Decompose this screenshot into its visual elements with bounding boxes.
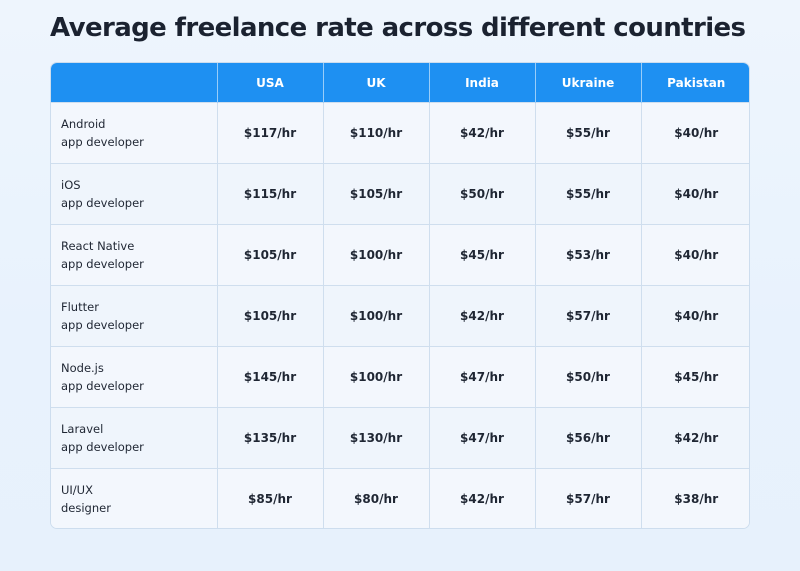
rate-cell-india: $42/hr <box>429 102 536 164</box>
role-name: UI/UX <box>61 483 93 497</box>
table-row: iOS app developer $115/hr $105/hr $50/hr $55/… <box>51 163 749 225</box>
role-type: app developer <box>61 318 144 332</box>
rate-cell-usa: $145/hr <box>217 346 324 408</box>
rate-cell-india: $42/hr <box>429 468 536 528</box>
role-type: designer <box>61 501 111 515</box>
role-type: app developer <box>61 379 144 393</box>
role-type: app developer <box>61 257 144 271</box>
role-cell: Android app developer <box>51 102 218 164</box>
header-row: USA UK India Ukraine Pakistan <box>51 63 749 103</box>
role-cell: Laravel app developer <box>51 407 218 469</box>
rate-cell-pakistan: $38/hr <box>641 468 749 528</box>
rate-cell-uk: $110/hr <box>323 102 430 164</box>
rate-cell-uk: $105/hr <box>323 163 430 225</box>
table-row: React Native app developer $105/hr $100/hr $… <box>51 224 749 286</box>
rate-cell-pakistan: $40/hr <box>641 224 749 286</box>
table-row: Laravel app developer $135/hr $130/hr $47/hr… <box>51 407 749 469</box>
role-name: iOS <box>61 178 81 192</box>
rate-cell-uk: $100/hr <box>323 224 430 286</box>
rate-cell-usa: $115/hr <box>217 163 324 225</box>
role-name: Flutter <box>61 300 99 314</box>
role-type: app developer <box>61 196 144 210</box>
role-cell: Flutter app developer <box>51 285 218 347</box>
rate-cell-india: $45/hr <box>429 224 536 286</box>
rate-cell-usa: $105/hr <box>217 224 324 286</box>
rate-cell-ukraine: $50/hr <box>535 346 642 408</box>
rate-cell-ukraine: $55/hr <box>535 102 642 164</box>
role-cell: React Native app developer <box>51 224 218 286</box>
rate-cell-india: $47/hr <box>429 407 536 469</box>
role-name: Android <box>61 117 106 131</box>
rate-cell-india: $47/hr <box>429 346 536 408</box>
rate-cell-ukraine: $57/hr <box>535 468 642 528</box>
header-cell-ukraine: Ukraine <box>535 63 642 103</box>
rate-cell-india: $50/hr <box>429 163 536 225</box>
header-cell-india: India <box>429 63 536 103</box>
role-name: React Native <box>61 239 135 253</box>
table-body: Android app developer $117/hr $110/hr $42/hr… <box>51 102 749 528</box>
role-type: app developer <box>61 135 144 149</box>
rate-cell-uk: $100/hr <box>323 346 430 408</box>
table-row: Node.js app developer $145/hr $100/hr $47/hr… <box>51 346 749 408</box>
rate-cell-ukraine: $55/hr <box>535 163 642 225</box>
table-row: Flutter app developer $105/hr $100/hr $42/hr… <box>51 285 749 347</box>
rates-table-grid: USA UK India Ukraine Pakistan Android app… <box>51 63 749 528</box>
role-name: Node.js <box>61 361 104 375</box>
rate-cell-ukraine: $56/hr <box>535 407 642 469</box>
role-cell: Node.js app developer <box>51 346 218 408</box>
header-cell-role <box>51 63 218 103</box>
table-row: Android app developer $117/hr $110/hr $42/hr… <box>51 102 749 164</box>
role-cell: UI/UX designer <box>51 468 218 528</box>
header-cell-usa: USA <box>217 63 324 103</box>
rate-cell-pakistan: $40/hr <box>641 163 749 225</box>
header-cell-uk: UK <box>323 63 430 103</box>
rate-cell-uk: $130/hr <box>323 407 430 469</box>
rate-cell-usa: $85/hr <box>217 468 324 528</box>
rate-cell-ukraine: $53/hr <box>535 224 642 286</box>
role-type: app developer <box>61 440 144 454</box>
rate-cell-usa: $117/hr <box>217 102 324 164</box>
role-name: Laravel <box>61 422 104 436</box>
rate-cell-pakistan: $40/hr <box>641 102 749 164</box>
role-cell: iOS app developer <box>51 163 218 225</box>
header-cell-pakistan: Pakistan <box>641 63 749 103</box>
rate-cell-pakistan: $45/hr <box>641 346 749 408</box>
rate-cell-ukraine: $57/hr <box>535 285 642 347</box>
rate-cell-india: $42/hr <box>429 285 536 347</box>
rate-cell-uk: $80/hr <box>323 468 430 528</box>
rates-table: USA UK India Ukraine Pakistan Android app… <box>50 62 750 529</box>
rate-cell-pakistan: $40/hr <box>641 285 749 347</box>
chart-title: Average freelance rate across different … <box>50 13 746 43</box>
rate-cell-pakistan: $42/hr <box>641 407 749 469</box>
rate-cell-usa: $135/hr <box>217 407 324 469</box>
table-row: UI/UX designer $85/hr $80/hr $42/hr $57/hr $38… <box>51 468 749 528</box>
rate-cell-usa: $105/hr <box>217 285 324 347</box>
rate-cell-uk: $100/hr <box>323 285 430 347</box>
